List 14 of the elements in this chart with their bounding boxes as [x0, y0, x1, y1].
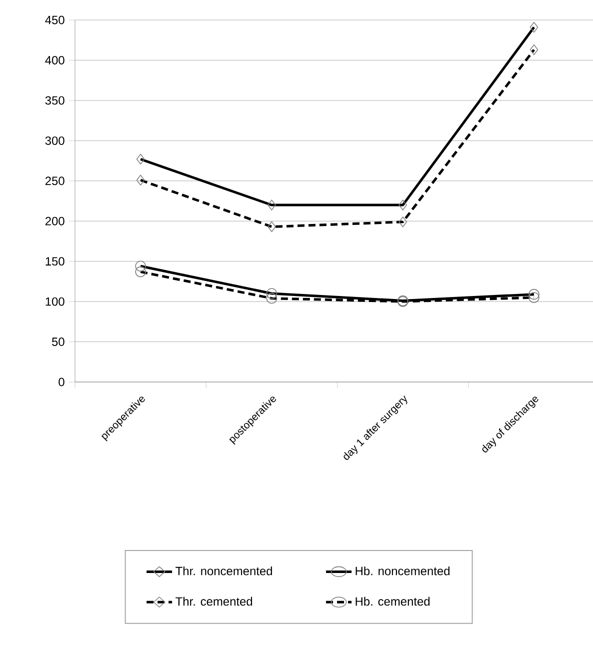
- y-tick-label: 400: [45, 56, 64, 64]
- y-tick-label: 200: [45, 216, 64, 226]
- y-tick-label: 50: [52, 338, 64, 346]
- y-tick-label: 250: [45, 176, 64, 186]
- y-tick-label: 100: [46, 297, 64, 306]
- legend-label: Hb. cemented: [356, 596, 430, 606]
- y-tick-label: 300: [45, 136, 64, 145]
- y-tick-label: 350: [45, 96, 64, 105]
- legend-label: Hb. noncemented: [356, 566, 450, 576]
- y-tick-label: 450: [45, 16, 64, 24]
- legend-label: Thr. cemented: [176, 596, 252, 606]
- legend-label: Thr. noncemented: [176, 566, 272, 576]
- y-tick-label: 0: [58, 378, 64, 386]
- y-tick-label: 150: [46, 257, 64, 266]
